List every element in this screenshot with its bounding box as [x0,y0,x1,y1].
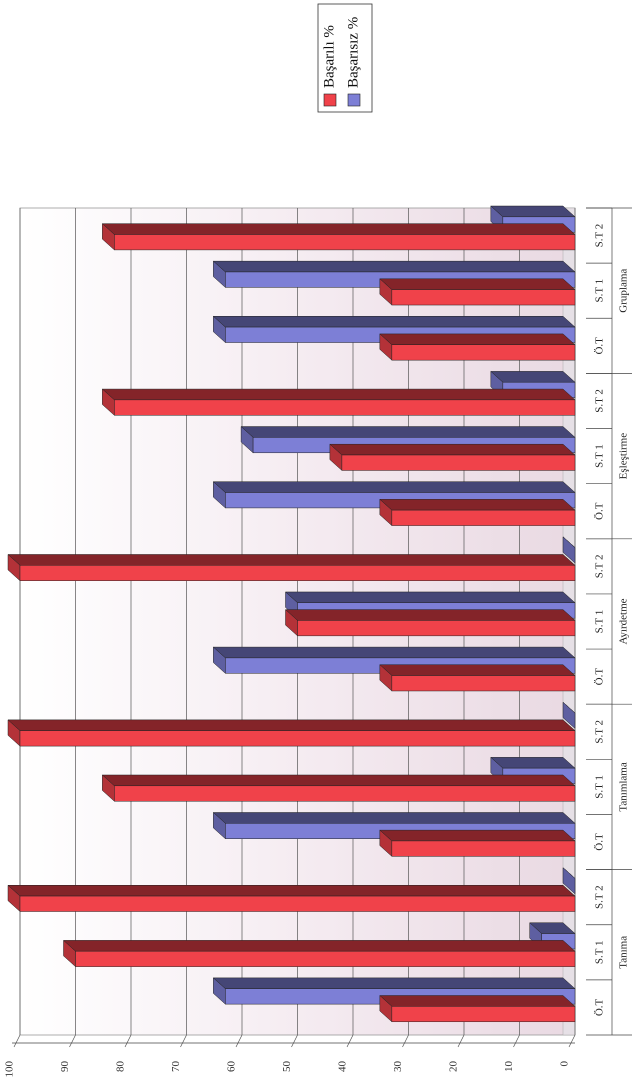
bar-basarili-2-0 [379,664,576,692]
bar-basarili-0-2 [7,884,576,913]
legend-box [317,3,373,113]
bar-basarili-3-1 [329,443,576,471]
category-label-1-1: S.T 1 [594,775,606,799]
category-label-1-2: S.T 2 [594,720,606,744]
bars [7,205,576,1023]
category-label-0-1: S.T 1 [594,940,606,964]
group-label-1: Tanımlama [618,762,630,811]
gridline-depth-60 [235,1034,243,1048]
bar-basarisiz-2-2 [562,536,576,564]
gridline-depth-80 [124,1034,132,1048]
category-label-2-0: Ö.T [594,668,606,686]
bar-basarili-3-0 [379,498,576,527]
gridline-depth-90 [69,1034,76,1048]
gridline-depth-0 [568,1034,576,1048]
tick-label-50: 50 [281,1061,293,1073]
bar-basarili-1-2 [7,719,576,747]
tick-label-100: 100 [4,1061,16,1078]
tick-label-40: 40 [337,1061,349,1073]
gridline-depth-40 [346,1034,354,1048]
legend: Başarılı % Başarısız % [317,3,373,113]
legend-label-0: Başarılı % [321,25,337,88]
tick-label-90: 90 [59,1061,71,1073]
category-label-2-2: S.T 2 [594,555,606,579]
category-label-4-1: S.T 1 [594,279,606,303]
category-label-1-0: Ö.T [594,833,606,851]
bar-basarisiz-1-2 [562,701,576,730]
bar-basarili-0-0 [379,994,576,1023]
tick-label-30: 30 [392,1061,404,1073]
legend-swatch-0 [323,93,337,107]
bar-basarili-1-1 [101,774,576,802]
category-label-0-2: S.T 2 [594,885,606,909]
gridline-depth-100 [13,1034,21,1048]
category-label-4-0: Ö.T [594,337,606,355]
gridline-depth-70 [180,1034,187,1048]
gridline-depth-20 [457,1034,465,1048]
bar-basarili-4-2 [101,223,576,251]
bar-basarili-3-2 [101,388,576,416]
bar-basarili-0-1 [62,939,576,968]
gridline-depth-50 [291,1034,298,1048]
bar-basarili-1-0 [379,829,576,857]
category-label-0-0: Ö.T [594,998,606,1016]
group-label-3: Eşleştirme [618,433,630,480]
tick-label-80: 80 [115,1061,127,1073]
bar-basarili-4-1 [379,278,576,306]
category-label-3-2: S.T 2 [594,389,606,413]
category-label-4-2: S.T 2 [594,224,606,248]
tick-label-20: 20 [448,1061,460,1073]
group-label-2: Ayırdetme [618,598,630,644]
tick-label-0: 0 [559,1061,571,1067]
category-label-3-0: Ö.T [594,502,606,520]
legend-label-1: Başarısız % [345,17,361,88]
bar-basarili-4-0 [379,333,576,361]
group-label-0: Tanıma [618,936,630,969]
category-label-2-1: S.T 1 [594,610,606,634]
legend-swatch-1 [347,93,361,107]
tick-label-70: 70 [170,1061,182,1073]
gridline-depth-10 [513,1034,520,1048]
gridline-depth-30 [402,1034,409,1048]
tick-label-60: 60 [226,1061,238,1073]
group-label-4: Gruplama [618,269,630,313]
bar-basarisiz-0-2 [562,867,576,895]
bar-basarili-2-2 [7,553,576,582]
category-axis: Ö.T S.T 1 S.T 2 Tanıma Ö.T S.T 1 S.T 2 Tanımlam… [586,207,632,1036]
category-label-3-1: S.T 1 [594,444,606,468]
value-axis: 0 10 20 30 40 50 60 70 80 90 100 [4,1042,575,1078]
tick-label-10: 10 [503,1061,515,1073]
bar-basarili-2-1 [284,609,576,637]
